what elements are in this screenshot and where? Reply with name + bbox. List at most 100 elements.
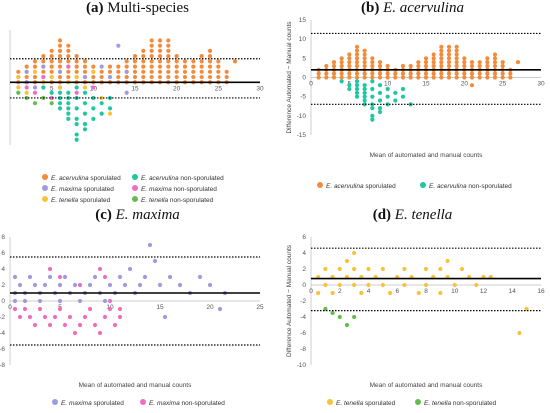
data-point: [331, 75, 337, 80]
legend-status: non-sporulated: [169, 197, 214, 204]
data-point: [49, 64, 54, 69]
data-point: [216, 59, 221, 64]
legend-status: sporulated: [90, 175, 121, 182]
y-tick-label: -8: [0, 362, 5, 369]
data-point: [377, 71, 383, 76]
data-point: [32, 59, 38, 64]
data-point: [454, 75, 459, 80]
data-point: [82, 121, 88, 127]
data-point: [500, 71, 505, 76]
chart-title-text: E. acervulina: [383, 0, 464, 16]
data-point: [49, 54, 54, 59]
data-point: [377, 106, 383, 111]
data-point: [107, 74, 113, 80]
data-point: [438, 290, 443, 296]
data-point: [66, 64, 71, 69]
data-point: [91, 64, 96, 69]
data-point: [149, 74, 154, 80]
data-point: [149, 54, 154, 59]
legend-item: E. maxima non-sporulated: [140, 399, 225, 407]
legend-species: E. tenella: [424, 400, 452, 407]
data-point: [446, 60, 452, 65]
y-tick-label: -15: [297, 132, 307, 139]
data-point: [91, 85, 96, 90]
data-point: [141, 59, 146, 64]
x-tick-label: 0: [309, 288, 313, 295]
data-point: [462, 71, 467, 76]
data-point: [87, 282, 93, 288]
chart-title-letter: (c): [95, 207, 112, 223]
data-point: [57, 95, 63, 101]
data-point: [485, 60, 490, 65]
data-point: [22, 306, 28, 312]
data-point: [207, 54, 213, 59]
data-point: [97, 266, 103, 272]
data-point: [402, 266, 407, 272]
legend-species: E. maxima: [51, 186, 82, 193]
data-point: [74, 69, 79, 74]
data-point: [339, 63, 344, 69]
legend-marker: [42, 185, 48, 192]
data-point: [469, 60, 475, 65]
data-point: [49, 48, 54, 54]
data-point: [174, 59, 179, 64]
data-point: [191, 64, 196, 69]
data-point: [232, 59, 238, 64]
data-point: [57, 59, 63, 64]
data-point: [122, 282, 128, 288]
data-point: [370, 71, 375, 76]
data-point: [500, 63, 505, 69]
data-point: [370, 56, 375, 61]
data-point: [41, 59, 46, 64]
data-point: [82, 111, 88, 116]
data-point: [454, 48, 459, 53]
x-tick-label: 30: [256, 85, 264, 92]
data-point: [149, 59, 154, 64]
y-tick-label: 4: [1, 266, 5, 273]
data-point: [362, 86, 367, 92]
data-point: [508, 71, 513, 76]
data-point: [362, 71, 367, 76]
data-point: [124, 69, 129, 74]
data-point: [116, 74, 121, 80]
data-point: [423, 71, 429, 76]
data-point: [354, 71, 360, 76]
data-point: [12, 306, 18, 312]
data-point: [362, 52, 367, 57]
data-point: [66, 43, 71, 48]
data-point: [74, 137, 79, 142]
legend-marker: [420, 182, 426, 189]
data-point: [41, 54, 46, 59]
chart-title-letter: (d): [372, 207, 392, 223]
data-point: [459, 266, 465, 272]
data-point: [32, 322, 38, 328]
data-point: [124, 74, 129, 80]
data-point: [492, 75, 498, 80]
data-point: [74, 132, 79, 137]
data-point: [141, 64, 146, 69]
data-point: [400, 94, 406, 99]
data-point: [47, 322, 53, 328]
data-point: [74, 64, 79, 69]
data-point: [174, 54, 179, 59]
data-point: [199, 74, 204, 80]
data-point: [42, 282, 48, 288]
data-point: [166, 48, 171, 54]
data-point: [216, 64, 221, 69]
data-point: [37, 298, 43, 304]
y-tick-label: -8: [300, 346, 306, 353]
data-point: [207, 59, 213, 64]
data-point: [41, 64, 46, 69]
data-point: [469, 71, 475, 76]
data-point: [366, 266, 371, 272]
data-point: [107, 282, 113, 288]
data-point: [182, 59, 188, 64]
data-point: [347, 71, 352, 76]
data-point: [57, 54, 63, 59]
data-point: [347, 75, 352, 80]
data-point: [362, 94, 367, 99]
data-point: [182, 64, 188, 69]
y-tick-label: 4: [302, 250, 306, 257]
legend-marker: [132, 185, 138, 192]
